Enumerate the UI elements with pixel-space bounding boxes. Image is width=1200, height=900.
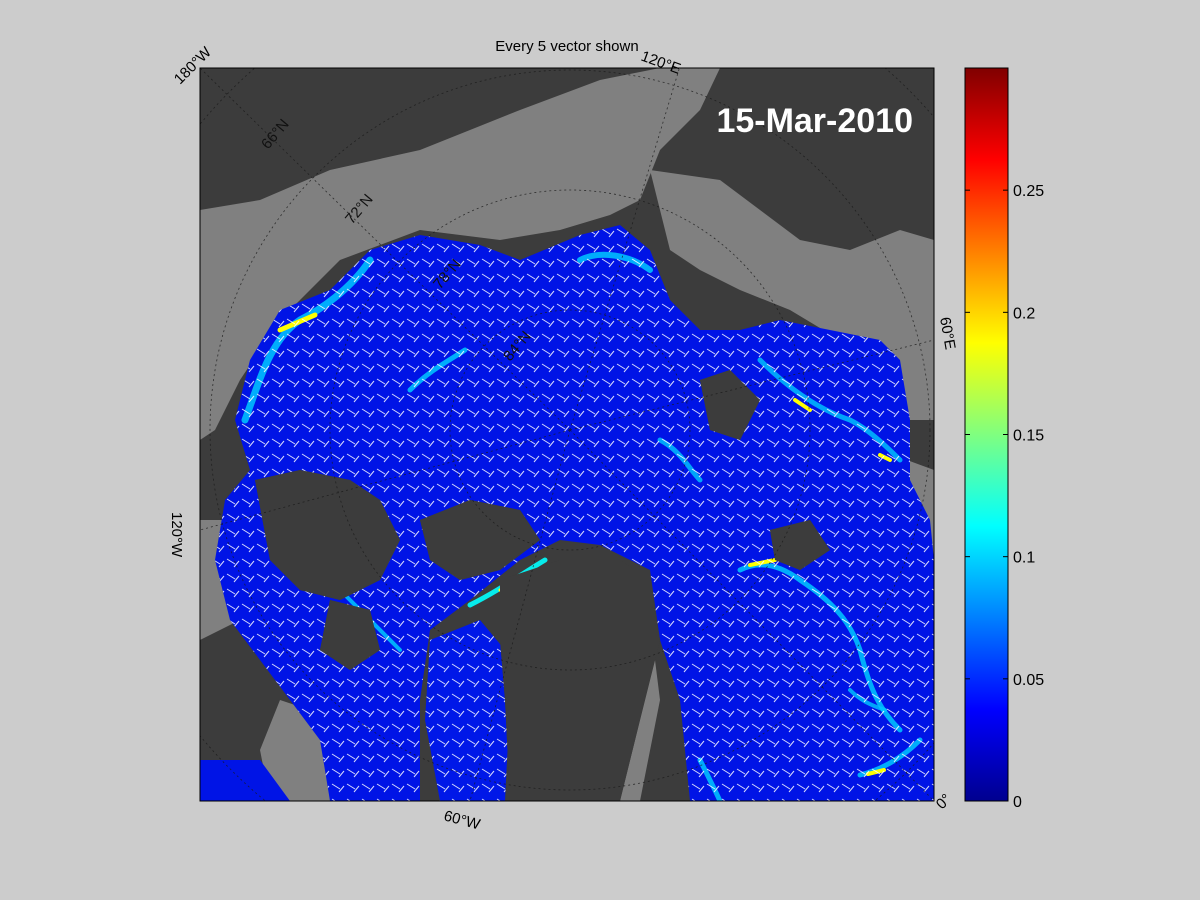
colorbar-ticks: 0 0.05 0.1 0.15 0.2 0.25: [965, 183, 1044, 811]
colorbar: 0 0.05 0.1 0.15 0.2 0.25: [964, 67, 1044, 811]
lon-label-60e: 60°E: [936, 316, 958, 351]
map-panel: 66°N 72°N 78°N 84°N 15-Mar-2010: [200, 68, 934, 801]
southwest-ice: [200, 760, 290, 801]
colorbar-tick-label: 0: [1013, 794, 1022, 811]
lon-label-60w: 60°W: [442, 807, 483, 833]
colorbar-tick-label: 0.05: [1013, 672, 1044, 689]
colorbar-tick-label: 0.1: [1013, 550, 1035, 567]
colorbar-tick-label: 0.25: [1013, 183, 1044, 200]
date-label: 15-Mar-2010: [716, 102, 913, 140]
colorbar-tick-label: 0.2: [1013, 305, 1035, 322]
figure-title: Every 5 vector shown: [495, 38, 638, 55]
graticule: [200, 68, 934, 801]
lon-label-0: 0°: [933, 791, 955, 813]
drift-vectors: [215, 225, 934, 801]
lon-label-120w: 120°W: [168, 512, 185, 558]
colorbar-tick-label: 0.15: [1013, 428, 1044, 445]
colorbar-gradient: [964, 67, 1009, 802]
map-frame: [199, 67, 935, 802]
ice-velocity-field: [200, 225, 934, 801]
